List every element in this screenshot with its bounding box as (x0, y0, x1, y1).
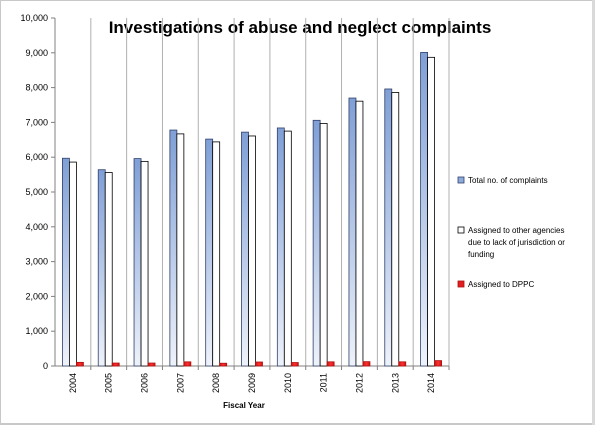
legend-item-assigned-dppc: Assigned to DPPC (457, 280, 534, 289)
bar-assigned-other-agencies (69, 161, 77, 367)
chart-title: Investigations of abuse and neglect comp… (109, 18, 492, 37)
bar-assigned-other-agencies (104, 172, 113, 367)
bar-assigned-other-agencies (212, 141, 221, 367)
legend-label: funding (468, 250, 494, 259)
y-tick-label: 7,000 (25, 117, 48, 127)
legend-swatch (457, 176, 465, 184)
x-tick-label: 2009 (247, 373, 257, 393)
x-tick-label: 2007 (175, 373, 185, 393)
legend-label: Assigned to DPPC (468, 280, 534, 289)
bar-assigned-dppc (398, 361, 407, 367)
bar-total-complaints (420, 52, 428, 367)
legend-label: Total no. of complaints (468, 176, 548, 185)
bar-total-complaints (312, 119, 321, 367)
x-tick-label: 2010 (283, 373, 293, 393)
y-tick-label: 8,000 (25, 83, 48, 93)
bar-assigned-other-agencies (283, 130, 292, 367)
x-tick-label: 2012 (354, 373, 364, 393)
bar-total-complaints (384, 88, 393, 367)
bar-assigned-dppc (434, 360, 442, 367)
legend-label: Assigned to other agencies (468, 226, 565, 235)
bar-assigned-other-agencies (355, 100, 364, 367)
y-tick-label: 10,000 (20, 13, 48, 23)
bar-total-complaints (241, 131, 249, 367)
legend-item-assigned-other-agencies: Assigned to other agencies due to lack of… (457, 226, 565, 259)
bar-assigned-other-agencies (140, 160, 149, 367)
bar-total-complaints (276, 127, 285, 367)
bar-total-complaints (62, 157, 70, 367)
bar-assigned-other-agencies (176, 133, 185, 367)
bar-assigned-other-agencies (391, 92, 400, 367)
x-tick-label: 2006 (140, 373, 150, 393)
bar-assigned-dppc (255, 361, 263, 367)
y-tick-label: 3,000 (25, 257, 48, 267)
bar-assigned-dppc (290, 362, 299, 367)
bar-assigned-dppc (219, 362, 228, 367)
bar-assigned-dppc (111, 362, 120, 367)
y-tick-label: 9,000 (25, 48, 48, 58)
worksheet-gridline-bottom (0, 423, 595, 425)
legend-label: due to lack of jurisdiction or (468, 238, 565, 247)
y-tick-label: 2,000 (25, 291, 48, 301)
x-tick-label: 2011 (319, 373, 329, 392)
legend-item-total-complaints: Total no. of complaints (457, 176, 548, 185)
bar-assigned-other-agencies (319, 123, 328, 367)
legend: Total no. of complaints Assigned to other… (457, 176, 565, 289)
bar-assigned-dppc (76, 361, 84, 367)
worksheet-gridline-right (592, 0, 595, 425)
y-tick-label: 5,000 (25, 187, 48, 197)
plot-area: 0 1,000 2,000 3,000 4,000 5,000 6,000 7,000 8,00… (20, 13, 450, 393)
y-tick-label: 6,000 (25, 152, 48, 162)
bar-assigned-dppc (147, 362, 156, 367)
y-tick-label: 0 (43, 361, 48, 371)
legend-swatch (457, 280, 465, 288)
bar-assigned-dppc (362, 361, 371, 367)
bar-assigned-dppc (326, 361, 335, 367)
bar-total-complaints (97, 169, 106, 367)
worksheet-gridline-top (0, 0, 595, 1)
bar-assigned-other-agencies (248, 135, 256, 367)
x-tick-label: 2013 (390, 373, 400, 393)
bar-total-complaints (169, 129, 178, 367)
bar-total-complaints (205, 138, 214, 367)
x-tick-label: 2008 (211, 373, 221, 393)
x-axis-title: Fiscal Year (223, 401, 265, 410)
x-tick-label: 2014 (426, 373, 436, 393)
x-tick-label: 2004 (68, 373, 78, 393)
legend-swatch (457, 226, 465, 234)
y-tick-label: 1,000 (25, 326, 48, 336)
bar-total-complaints (348, 97, 357, 367)
y-tick-label: 4,000 (25, 222, 48, 232)
bar-assigned-other-agencies (427, 56, 435, 367)
bar-assigned-dppc (183, 361, 192, 367)
worksheet-gridline-left (0, 0, 1, 425)
x-tick-label: 2005 (104, 373, 114, 393)
bar-total-complaints (133, 158, 142, 367)
